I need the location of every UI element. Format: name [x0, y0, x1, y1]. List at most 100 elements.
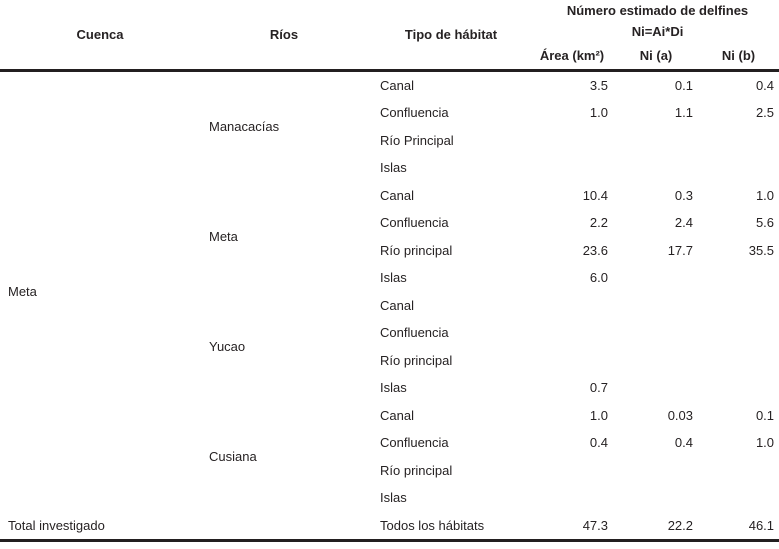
area-cell: 0.7	[589, 380, 608, 396]
table-header: Cuenca Ríos Tipo de hábitat Número estim…	[0, 0, 779, 72]
habitat-cell: Confluencia	[380, 215, 449, 231]
ni-b-cell	[698, 374, 779, 402]
ni-b-cell	[698, 347, 779, 375]
ni-b-cell	[698, 484, 779, 512]
area-cell	[520, 484, 614, 512]
ni-a-cell	[614, 347, 698, 375]
habitat-cell: Río principal	[380, 352, 453, 368]
rio-cell: Manacacías	[209, 119, 280, 134]
habitat-cell: Río Principal	[380, 132, 454, 148]
column-header-ni-a: Ni (a)	[614, 42, 698, 72]
area-cell	[520, 319, 614, 347]
table-row: Islas	[0, 154, 779, 182]
ni-b-cell: 1.0	[755, 187, 775, 203]
group-header-line1: Número estimado de delfines	[566, 3, 749, 18]
area-cell: 1.0	[589, 407, 608, 423]
total-row: Total investigado Todos los hábitats 47.…	[0, 511, 779, 542]
area-cell: 1.0	[589, 105, 608, 121]
table-row: Río principal 23.6 17.7 35.5	[0, 237, 779, 265]
table-row: Yucao Canal	[0, 292, 779, 354]
habitat-cell: Río principal	[380, 462, 453, 478]
ni-b-cell: 1.0	[755, 435, 775, 451]
habitat-cell: Canal	[380, 187, 414, 203]
ni-a-cell: 0.03	[667, 407, 693, 423]
column-header-cuenca: Cuenca	[0, 0, 200, 72]
habitat-cell: Islas	[380, 160, 407, 176]
total-label-cell: Total investigado	[0, 511, 200, 542]
table-row: Confluencia 0.4 0.4 1.0	[0, 429, 779, 457]
ni-b-cell	[698, 319, 779, 347]
column-group-header-numero-delfines: Número estimado de delfines Ni=Ai*Di	[520, 0, 779, 42]
column-header-area-km2: Área (km²)	[520, 42, 614, 72]
total-rio-cell	[200, 511, 368, 542]
habitat-cell: Canal	[380, 77, 414, 93]
habitat-cell: Canal	[380, 407, 414, 423]
habitat-cell: Confluencia	[380, 325, 449, 341]
ni-a-cell	[614, 264, 698, 292]
ni-a-cell	[614, 154, 698, 182]
area-cell	[520, 292, 614, 320]
area-cell: 23.6	[582, 242, 608, 258]
column-header-rios: Ríos	[200, 0, 368, 72]
habitat-cell: Islas	[380, 490, 407, 506]
table-row: Meta Canal 10.4 0.3 1.0	[0, 182, 779, 244]
ni-a-cell	[614, 292, 698, 320]
ni-a-cell	[614, 319, 698, 347]
table-body: Meta Manacacías Canal 3.5 0.1 0.4 Conflu…	[0, 70, 779, 542]
rio-cell: Cusiana	[209, 449, 257, 464]
ni-a-cell: 0.3	[674, 187, 693, 203]
ni-b-cell	[698, 127, 779, 155]
ni-a-cell: 0.4	[674, 435, 693, 451]
habitat-cell: Río principal	[380, 242, 453, 258]
habitat-cell: Islas	[380, 270, 407, 286]
ni-b-cell: 0.4	[755, 77, 775, 93]
table-row: Confluencia 1.0 1.1 2.5	[0, 99, 779, 127]
table-row: Cusiana Canal 1.0 0.03 0.1	[0, 402, 779, 464]
total-habitat-cell: Todos los hábitats	[368, 511, 520, 542]
ni-b-cell: 2.5	[755, 105, 775, 121]
area-cell	[520, 457, 614, 485]
rio-cell: Yucao	[209, 339, 246, 354]
ni-b-cell	[698, 264, 779, 292]
ni-a-cell	[614, 127, 698, 155]
area-cell: 2.2	[589, 215, 608, 231]
ni-b-cell	[698, 154, 779, 182]
ni-a-cell	[614, 457, 698, 485]
habitat-cell: Confluencia	[380, 105, 449, 121]
table-row: Río principal	[0, 347, 779, 375]
table-row: Islas 0.7	[0, 374, 779, 402]
table-row: Islas	[0, 484, 779, 512]
ni-b-cell: 0.1	[755, 407, 775, 423]
total-ni-b-cell: 46.1	[698, 511, 779, 542]
area-cell: 6.0	[589, 270, 608, 286]
table-row: Confluencia	[0, 319, 779, 347]
cuenca-cell: Meta	[8, 284, 37, 299]
ni-b-cell: 35.5	[748, 242, 775, 258]
ni-b-cell: 5.6	[755, 215, 775, 231]
table-row: Confluencia 2.2 2.4 5.6	[0, 209, 779, 237]
table-row: Islas 6.0	[0, 264, 779, 292]
ni-a-cell	[614, 484, 698, 512]
ni-b-cell	[698, 292, 779, 320]
ni-a-cell: 0.1	[674, 77, 693, 93]
area-cell	[520, 347, 614, 375]
table-row: Meta Manacacías Canal 3.5 0.1 0.4	[0, 70, 779, 299]
column-header-ni-b: Ni (b)	[698, 42, 779, 72]
total-area-cell: 47.3	[520, 511, 614, 542]
area-cell	[520, 127, 614, 155]
table-row: Río Principal	[0, 127, 779, 155]
area-cell: 0.4	[589, 435, 608, 451]
habitat-cell: Confluencia	[380, 435, 449, 451]
ni-a-cell	[614, 374, 698, 402]
ni-b-cell	[698, 457, 779, 485]
column-header-tipo-habitat: Tipo de hábitat	[368, 0, 520, 72]
ni-a-cell: 2.4	[674, 215, 693, 231]
group-header-line2: Ni=Ai*Di	[631, 24, 684, 39]
total-ni-a-cell: 22.2	[614, 511, 698, 542]
ni-a-cell: 17.7	[667, 242, 693, 258]
area-cell: 10.4	[582, 187, 608, 203]
area-cell	[520, 154, 614, 182]
ni-a-cell: 1.1	[674, 105, 693, 121]
